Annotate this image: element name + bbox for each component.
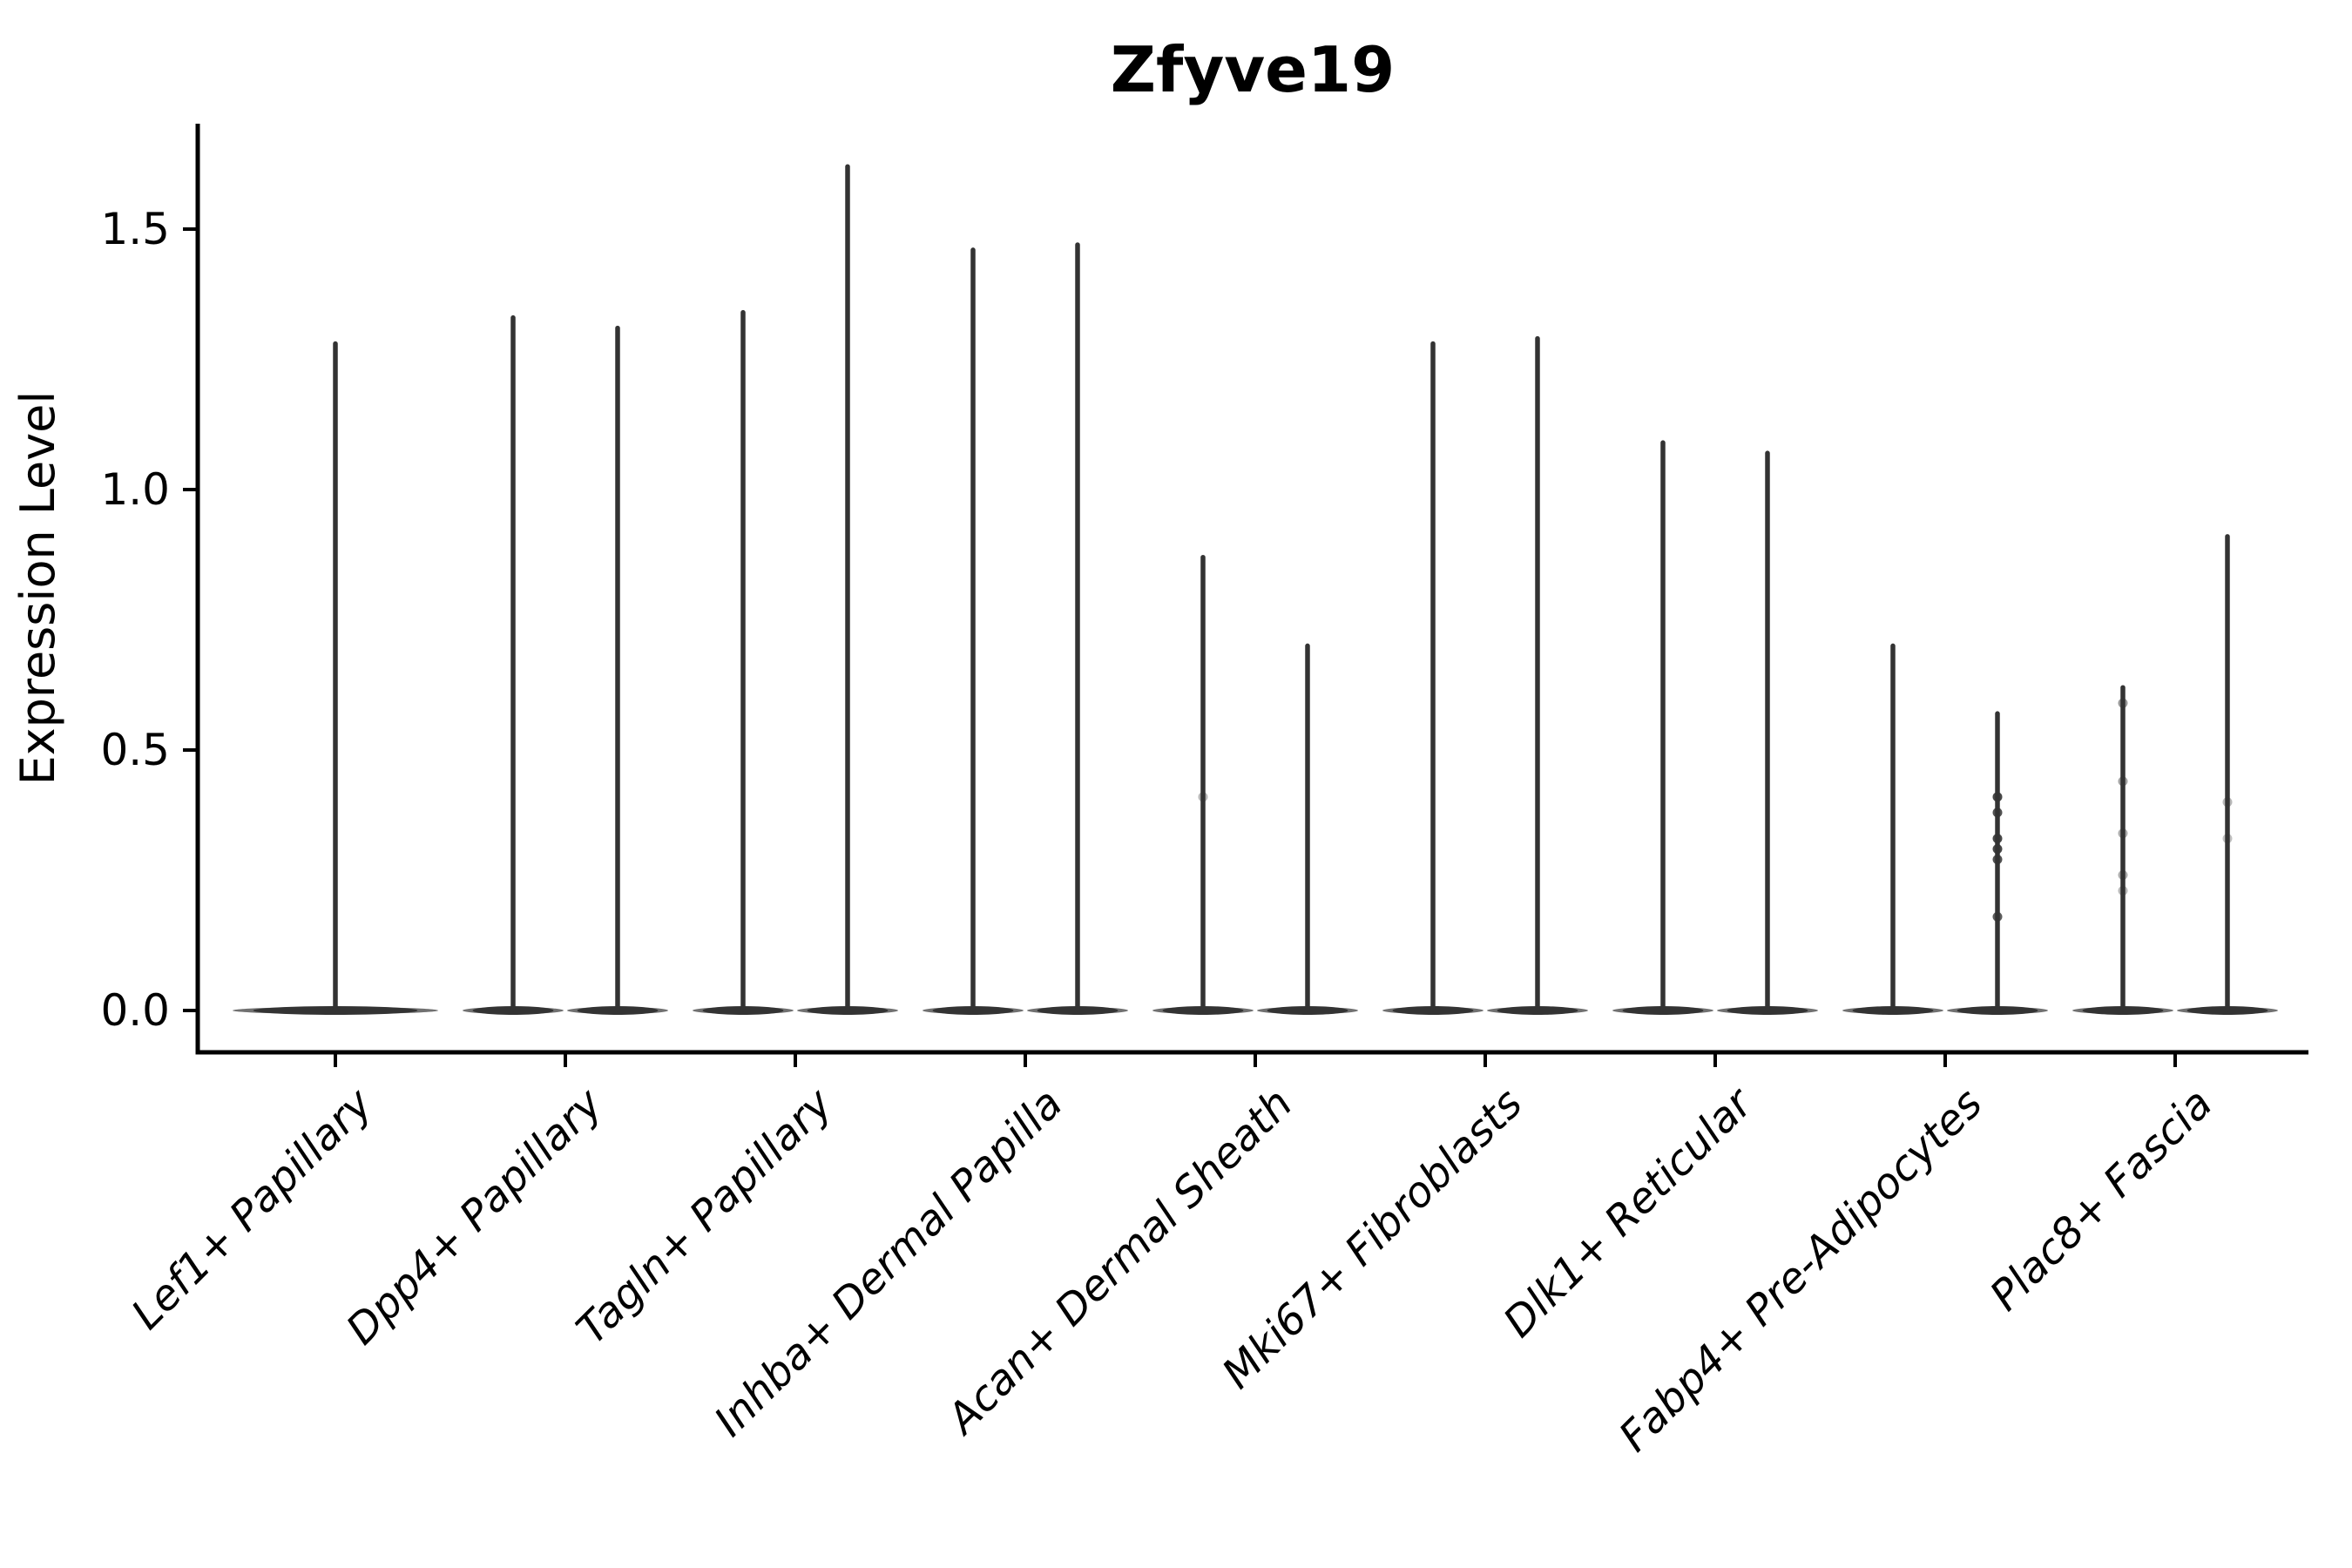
violin: [463, 314, 564, 1015]
jitter-point: [1992, 792, 2003, 802]
y-tick-label: 1.0: [100, 464, 170, 515]
violin: [1612, 440, 1713, 1015]
violin-layer: [233, 164, 2278, 1015]
y-tick-label: 1.5: [100, 204, 170, 254]
violin: [1027, 242, 1128, 1015]
violin: [1717, 450, 1818, 1015]
violin: [1947, 711, 2048, 1015]
violin: [1487, 335, 1588, 1015]
jitter-point: [2118, 776, 2128, 787]
violin: [923, 247, 1024, 1015]
jitter-point: [2118, 885, 2128, 896]
violin: [1152, 554, 1254, 1015]
violin: [693, 309, 794, 1015]
violin: [2072, 685, 2173, 1015]
jitter-point: [1992, 844, 2003, 855]
violin: [1257, 643, 1358, 1015]
violin: [797, 164, 898, 1015]
violin: [1382, 341, 1484, 1015]
violin: [1842, 643, 1943, 1015]
jitter-point: [1992, 808, 2003, 818]
jitter-point: [2222, 797, 2233, 808]
violin: [233, 341, 438, 1015]
jitter-point: [2118, 698, 2128, 708]
violin: [567, 325, 668, 1015]
chart-title: Zfyve19: [1111, 33, 1395, 106]
jitter-point: [2118, 828, 2128, 839]
jitter-point: [1992, 911, 2003, 922]
y-axis-label: Expression Level: [10, 391, 65, 786]
axes-layer: 0.0 0.5 1.0 1.5: [100, 124, 2308, 1067]
y-tick-label: 0.5: [100, 725, 170, 775]
jitter-point: [1198, 792, 1208, 802]
y-tick-label: 0.0: [100, 985, 170, 1036]
jitter-point: [1992, 834, 2003, 844]
jitter-point: [2118, 870, 2128, 881]
jitter-point: [1992, 855, 2003, 865]
jitter-point: [2222, 834, 2233, 844]
violin: [2177, 534, 2278, 1015]
